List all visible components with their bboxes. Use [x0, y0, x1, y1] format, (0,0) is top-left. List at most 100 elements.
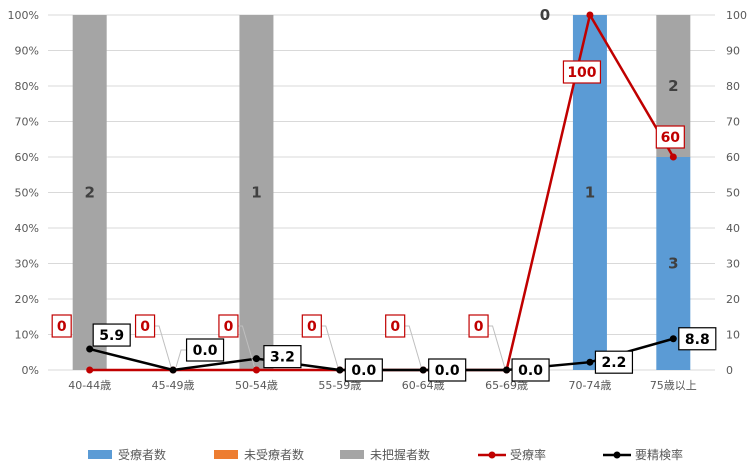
- exam-label: 0.0: [435, 363, 460, 379]
- category-label: 50-54歳: [235, 379, 278, 392]
- rate-label-box: [134, 314, 156, 338]
- rate-label: 0: [57, 319, 67, 335]
- left-tick-label: 90%: [15, 45, 39, 58]
- left-tick-label: 60%: [15, 151, 39, 164]
- right-tick-label: 90: [726, 45, 740, 58]
- left-axis-ticks: 0% 10% 20% 30% 40% 50% 60% 70% 80% 90% 100%: [8, 9, 39, 377]
- right-tick-label: 80: [726, 80, 740, 93]
- leader-line: [403, 325, 422, 368]
- leader-line: [486, 325, 506, 368]
- leader-line: [319, 325, 339, 368]
- bar-segment-label: 0: [540, 6, 550, 24]
- category-label: 60-64歳: [402, 379, 445, 392]
- exam-label: 5.9: [99, 328, 124, 344]
- bar-segment-label: 1: [585, 184, 595, 202]
- bar-segment: [239, 15, 274, 370]
- rate-label: 0: [140, 319, 150, 335]
- category-label: 70-74歳: [568, 379, 611, 392]
- series-point: [586, 11, 594, 19]
- rate-label-box: [51, 314, 72, 338]
- right-tick-label: 20: [726, 293, 740, 306]
- exam-label: 0.0: [518, 363, 543, 379]
- exam-label-box: [344, 358, 383, 382]
- exam-label-box: [92, 323, 131, 347]
- series-point: [86, 345, 94, 353]
- right-tick-label: 60: [726, 151, 740, 164]
- bar-segment-label: 2: [668, 77, 678, 95]
- series-point: [336, 366, 344, 374]
- category-label: 75歳以上: [650, 379, 697, 392]
- rate-label-box: [218, 314, 239, 338]
- exam-label-box: [428, 358, 467, 382]
- exam-label: 2.2: [602, 355, 627, 371]
- series-point: [252, 366, 260, 374]
- category-label: 45-49歳: [152, 379, 195, 392]
- legend-label: 要精検率: [635, 447, 683, 462]
- series-point: [252, 355, 260, 363]
- legend-label: 未把握者数: [370, 447, 430, 462]
- rate-label-box: [468, 314, 489, 338]
- category-label: 55-59歳: [318, 379, 361, 392]
- series-point: [169, 366, 177, 374]
- series-point: [669, 153, 677, 161]
- left-tick-label: 30%: [15, 258, 39, 271]
- rate-label-box: [385, 314, 406, 338]
- right-tick-label: 10: [726, 329, 740, 342]
- leader-line: [153, 325, 172, 368]
- category-labels: 40-44歳 45-49歳 50-54歳 55-59歳 60-64歳 65-69歳 70-7…: [68, 379, 697, 392]
- rate-label-box: [301, 314, 322, 338]
- exam-label: 3.2: [270, 350, 295, 366]
- legend: 受療者数 未受療者数 未把握者数 受療率 要精検率: [88, 447, 683, 462]
- left-tick-label: 10%: [15, 329, 39, 342]
- rate-label: 0: [224, 319, 234, 335]
- leader-line: [175, 349, 188, 368]
- right-tick-label: 30: [726, 258, 740, 271]
- legend-marker: [613, 451, 621, 459]
- exam-label: 8.8: [685, 332, 710, 348]
- series-point: [419, 366, 427, 374]
- rate-label: 0: [474, 319, 484, 335]
- bar-segment-label: 2: [84, 184, 94, 202]
- rate-label: 60: [661, 130, 681, 146]
- rate-label: 0: [390, 319, 400, 335]
- left-tick-label: 20%: [15, 293, 39, 306]
- data-labels: 2 1 1 0 3 2 0 0 0 0 0 0 100 60 5.9 0.0 3.2 0.0 0.0 0.0 2.2 8.…: [51, 6, 717, 382]
- right-axis-ticks: 0 10 20 30 40 50 60 70 80 90 100: [726, 9, 747, 377]
- legend-label: 未受療者数: [244, 447, 304, 462]
- left-tick-label: 70%: [15, 116, 39, 129]
- bar-segment-label: 1: [251, 184, 261, 202]
- right-tick-label: 100: [726, 9, 747, 22]
- exam-label: 0.0: [193, 343, 218, 359]
- rate-label: 100: [567, 65, 596, 81]
- exam-label-box: [263, 345, 302, 369]
- legend-label: 受療率: [510, 447, 546, 462]
- category-label: 40-44歳: [68, 379, 111, 392]
- legend-marker: [488, 451, 496, 459]
- series-point: [586, 358, 594, 366]
- rate-label-box: [655, 125, 685, 149]
- exam-label-box: [511, 358, 550, 382]
- series-point: [669, 335, 677, 343]
- left-tick-label: 100%: [8, 9, 39, 22]
- series-point: [86, 366, 94, 374]
- right-tick-label: 70: [726, 116, 740, 129]
- legend-swatch: [214, 450, 238, 459]
- legend-swatch: [340, 450, 364, 459]
- legend-swatch: [88, 450, 112, 459]
- exam-label-box: [678, 327, 717, 351]
- exam-label: 0.0: [351, 363, 376, 379]
- left-tick-label: 40%: [15, 222, 39, 235]
- legend-label: 受療者数: [118, 447, 166, 462]
- bar-segment: [72, 15, 107, 370]
- left-tick-label: 0%: [22, 364, 39, 377]
- right-tick-label: 0: [726, 364, 733, 377]
- left-tick-label: 80%: [15, 80, 39, 93]
- series-point: [503, 366, 511, 374]
- bar-segment-label: 3: [668, 255, 678, 273]
- left-tick-label: 50%: [15, 187, 39, 200]
- right-tick-label: 50: [726, 187, 740, 200]
- right-tick-label: 40: [726, 222, 740, 235]
- exam-label-box: [185, 338, 225, 362]
- rate-label-box: [562, 60, 602, 84]
